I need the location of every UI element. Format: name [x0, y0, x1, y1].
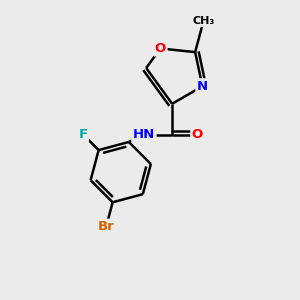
Text: F: F — [78, 128, 88, 141]
Text: HN: HN — [133, 128, 155, 142]
Text: CH₃: CH₃ — [193, 16, 215, 26]
Text: N: N — [197, 80, 208, 93]
Text: O: O — [192, 128, 203, 142]
Text: Br: Br — [98, 220, 115, 233]
Text: O: O — [155, 42, 166, 55]
